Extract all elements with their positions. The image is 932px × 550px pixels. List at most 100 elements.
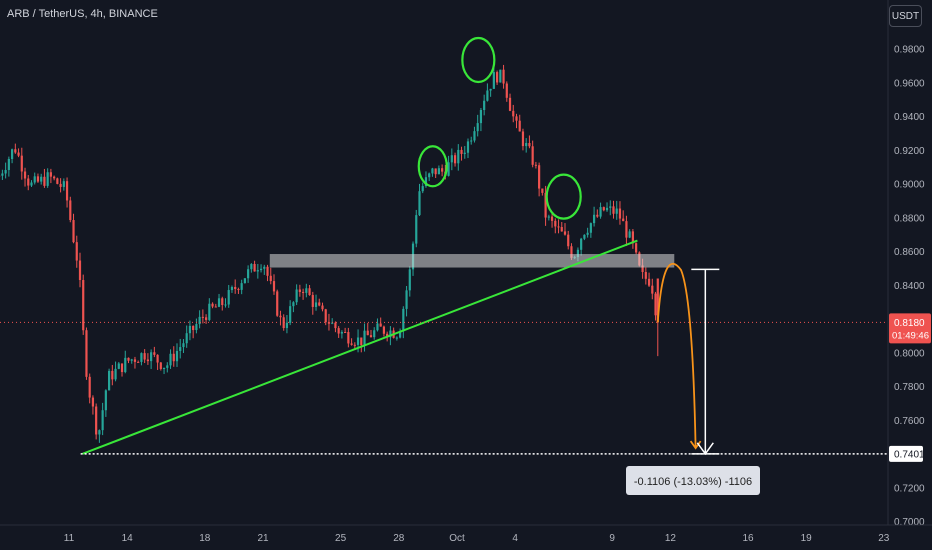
candle	[395, 336, 398, 341]
candle	[256, 263, 259, 279]
candle	[182, 339, 185, 354]
candle	[301, 288, 305, 300]
y-tick-label: 0.9800	[894, 45, 925, 56]
candle	[609, 200, 612, 216]
candle	[495, 70, 499, 85]
candle	[402, 306, 405, 339]
candle	[353, 342, 356, 349]
currency-button[interactable]: USDT	[889, 5, 922, 27]
candle	[143, 349, 146, 364]
svg-text:0.7401: 0.7401	[894, 449, 925, 460]
candle	[204, 314, 208, 324]
peak-circle[interactable]	[461, 36, 496, 84]
candle	[470, 136, 473, 145]
candle	[91, 395, 95, 415]
candle	[247, 265, 250, 283]
candle	[111, 364, 114, 386]
y-tick-label: 0.7800	[894, 382, 925, 393]
time-axis[interactable]: 11 14 18 21 25 28 Oct 4 9 12 16 19 23	[0, 524, 932, 544]
peak-circle[interactable]	[417, 145, 448, 188]
candle	[10, 148, 14, 164]
candle	[208, 298, 211, 322]
y-tick-label: 0.8600	[894, 247, 925, 258]
candle	[518, 114, 521, 132]
candle	[418, 183, 421, 217]
candle	[117, 362, 120, 370]
candle	[107, 368, 111, 391]
candle	[198, 310, 201, 329]
candle	[631, 229, 634, 249]
candle	[279, 310, 282, 326]
candle	[124, 350, 127, 374]
candle	[114, 361, 117, 382]
candle	[466, 138, 470, 159]
candle	[130, 358, 133, 364]
resistance-zone[interactable]	[269, 254, 675, 268]
candle	[460, 146, 463, 161]
candle	[331, 318, 334, 325]
candle	[33, 172, 36, 185]
candle	[373, 327, 376, 340]
candle	[62, 178, 65, 191]
candle	[483, 94, 486, 116]
peak-circles	[417, 36, 582, 220]
candle	[56, 177, 59, 185]
candle	[282, 314, 285, 331]
x-tick-label: 21	[257, 533, 269, 544]
candle	[596, 209, 599, 218]
candle	[298, 284, 301, 297]
candle	[347, 327, 350, 348]
support-trendline[interactable]	[82, 239, 638, 455]
candle	[479, 107, 483, 132]
candle	[505, 81, 508, 102]
x-tick-label: 18	[199, 533, 211, 544]
candle	[150, 349, 153, 369]
candle	[502, 64, 505, 89]
peak-circle[interactable]	[545, 173, 582, 220]
candle	[243, 278, 246, 284]
candle	[185, 325, 188, 348]
price-axis[interactable]: 0.9800 0.9600 0.9400 0.9200 0.9000 0.8800 0.86…	[887, 0, 931, 528]
candle	[615, 200, 618, 220]
candle	[376, 318, 379, 332]
candle	[421, 182, 424, 194]
candle	[554, 218, 557, 234]
candle	[224, 298, 227, 308]
x-tick-label: 16	[742, 533, 754, 544]
candle	[230, 285, 234, 293]
candle	[43, 168, 46, 188]
x-tick-label: 28	[393, 533, 405, 544]
candle	[534, 161, 537, 169]
candle	[369, 329, 373, 338]
candle	[625, 215, 628, 246]
target-price-label: 0.7401	[889, 445, 925, 462]
candle	[166, 362, 169, 373]
candle	[499, 69, 502, 83]
candle	[434, 168, 437, 179]
candle	[49, 168, 52, 184]
candle	[337, 326, 340, 338]
x-tick-label: 25	[335, 533, 347, 544]
candle	[214, 303, 217, 308]
candle	[211, 302, 214, 309]
svg-text:01:49:46: 01:49:46	[892, 330, 929, 341]
candle	[101, 402, 104, 436]
candle	[644, 267, 647, 285]
candle	[30, 180, 33, 187]
candle	[525, 138, 528, 153]
candle	[508, 93, 512, 112]
candle	[415, 209, 418, 248]
candle	[53, 175, 56, 181]
candle	[169, 349, 172, 369]
candle	[237, 287, 240, 294]
candle	[550, 211, 554, 228]
candle	[363, 323, 366, 352]
candle	[428, 172, 431, 182]
candle	[560, 221, 563, 232]
measurement-tool[interactable]: -0.1106 (-13.03%) -1106	[626, 268, 760, 495]
projection-path[interactable]	[656, 262, 697, 449]
candle	[195, 318, 198, 334]
candle	[234, 279, 237, 294]
candle	[75, 235, 78, 268]
